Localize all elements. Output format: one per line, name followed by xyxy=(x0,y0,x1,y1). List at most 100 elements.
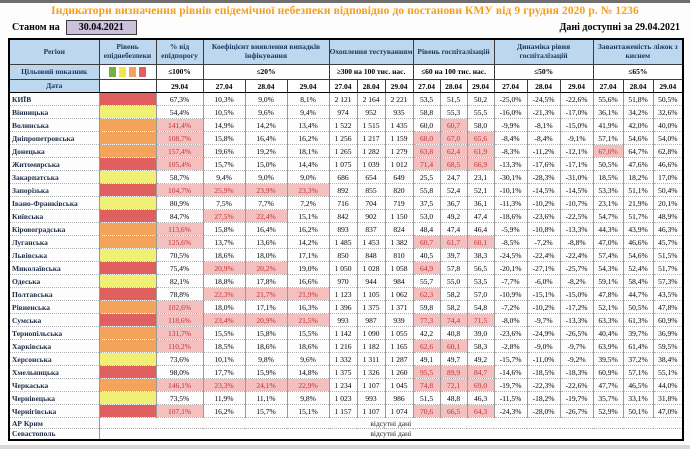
beds-cell: 41,9% xyxy=(592,118,624,132)
hosp-cell: 54,8 xyxy=(466,300,495,314)
beds-cell: 47,0% xyxy=(592,235,624,249)
hosp-cell: 52,1 xyxy=(466,183,495,197)
beds-cell: 54,3% xyxy=(592,261,624,275)
coef-cell: 13,6% xyxy=(244,235,288,249)
beds-cell: 59,1% xyxy=(592,274,624,288)
date-cell-coef-28.04: 28.04 xyxy=(244,79,288,93)
beds-cell: 32,6% xyxy=(652,105,684,119)
hosp-cell: 60,7 xyxy=(439,118,468,132)
beds-cell: 54,0% xyxy=(652,131,684,145)
beds-cell: 63,9% xyxy=(592,339,624,353)
test-cell: 993 xyxy=(328,313,358,327)
coef-cell: 14,8% xyxy=(286,365,330,379)
beds-cell: 61,3% xyxy=(622,313,654,327)
hosp-cell: 49,2 xyxy=(439,209,468,223)
hosp-cell: 58,3 xyxy=(466,339,495,353)
hosp-cell: 55,8 xyxy=(412,183,441,197)
dyn-cell: -22,6% xyxy=(559,378,594,392)
region-name-cell: Херсонська xyxy=(8,352,100,366)
test-cell: 1 485 xyxy=(328,235,358,249)
level-cell xyxy=(98,131,157,145)
beds-cell: 54,7% xyxy=(592,209,624,223)
region-name-cell: Харківська xyxy=(8,339,100,353)
dyn-cell: -14,5% xyxy=(526,183,561,197)
column-header-coef: Коефіцієнт виявлення випадків інфікуванн… xyxy=(202,38,330,65)
coef-cell: 18,6% xyxy=(202,248,246,262)
dyn-cell: -8,4% xyxy=(526,131,561,145)
dyn-cell: -19,7% xyxy=(493,378,528,392)
beds-cell: 21,9% xyxy=(622,196,654,210)
dyn-cell: -27,1% xyxy=(526,261,561,275)
beds-cell: 18,5% xyxy=(592,170,624,184)
hosp-cell: 58,0 xyxy=(466,118,495,132)
coef-cell: 24,1% xyxy=(244,378,288,392)
table-row: Житомирська 105,4% 15,7% 15,0% 14,4% 1 075 1 0… xyxy=(8,157,684,171)
hosp-cell: 60,0 xyxy=(412,118,441,132)
coef-cell: 20,9% xyxy=(202,261,246,275)
hosp-cell: 68,5 xyxy=(439,157,468,171)
coef-cell: 16,4% xyxy=(244,131,288,145)
test-cell: 1 260 xyxy=(384,365,414,379)
test-cell: 824 xyxy=(384,222,414,236)
hosp-cell: 47,4 xyxy=(466,209,495,223)
column-header-test: Охоплення тестуванням xyxy=(328,38,414,65)
table-row: Черкаська 146,1% 23,3% 24,1% 22,9% 1 234 1 107… xyxy=(8,378,684,392)
no-data-cell: відсутні дані xyxy=(98,417,684,429)
level-cell xyxy=(98,326,157,340)
beds-cell: 46,5% xyxy=(622,378,654,392)
coef-cell: 16,3% xyxy=(286,300,330,314)
target-value-test: ≥300 на 100 тис. нас. xyxy=(328,64,414,80)
coef-cell: 14,9% xyxy=(202,118,246,132)
hosp-cell: 39,0 xyxy=(466,326,495,340)
hosp-cell: 57,0 xyxy=(466,287,495,301)
beds-cell: 50,5% xyxy=(592,157,624,171)
region-name-cell: Черкаська xyxy=(8,378,100,392)
hosp-cell: 69,0 xyxy=(466,378,495,392)
hosp-cell: 52,4 xyxy=(439,183,468,197)
level-cell xyxy=(98,339,157,353)
table-row: Закарпатська 58,7% 9,4% 9,0% 9,0% 686 654 649 25… xyxy=(8,170,684,184)
test-cell: 1 045 xyxy=(384,378,414,392)
hosp-cell: 63,8 xyxy=(412,144,441,158)
date-cell-hosp-27.04: 27.04 xyxy=(412,79,441,93)
table-row: Волинська 141,4% 14,9% 14,2% 13,4% 1 522 1 515… xyxy=(8,118,684,132)
beds-cell: 60,9% xyxy=(652,313,684,327)
dyn-cell: -28,3% xyxy=(526,170,561,184)
beds-cell: 20,1% xyxy=(652,196,684,210)
date-cell-dyn-29.04: 29.04 xyxy=(559,79,594,93)
date-cell-test-28.04: 28.04 xyxy=(356,79,386,93)
region-name-cell: Сумська xyxy=(8,313,100,327)
table-row: Київська 84,7% 27,5% 22,4% 15,1% 842 902 1 150 5… xyxy=(8,209,684,223)
beds-cell: 42,0% xyxy=(622,118,654,132)
test-cell: 1 435 xyxy=(384,118,414,132)
pct-cell: 107,1% xyxy=(155,404,204,418)
dyn-cell: -7,7% xyxy=(493,274,528,288)
dyn-cell: -7,2% xyxy=(493,300,528,314)
coef-cell: 15,8% xyxy=(202,222,246,236)
hosp-cell: 42,2 xyxy=(412,326,441,340)
dyn-cell: -10,1% xyxy=(493,183,528,197)
beds-cell: 18,2% xyxy=(622,170,654,184)
beds-cell: 44,3% xyxy=(592,222,624,236)
coef-cell: 10,3% xyxy=(202,92,246,106)
pct-cell: 98,0% xyxy=(155,365,204,379)
coef-cell: 18,8% xyxy=(202,274,246,288)
table-row: Хмельницька 98,0% 17,7% 15,9% 14,8% 1 375 1 32… xyxy=(8,365,684,379)
coef-cell: 17,1% xyxy=(244,300,288,314)
hosp-cell: 36,7 xyxy=(439,196,468,210)
hosp-cell: 40,5 xyxy=(412,248,441,262)
test-cell: 1 234 xyxy=(328,378,358,392)
coef-cell: 16,2% xyxy=(202,404,246,418)
coef-cell: 15,8% xyxy=(244,326,288,340)
hosp-cell: 71,4 xyxy=(412,157,441,171)
dyn-cell: -25,7% xyxy=(559,261,594,275)
level-cell xyxy=(98,235,157,249)
test-cell: 1 074 xyxy=(384,404,414,418)
table-row: Севастополь відсутні дані xyxy=(8,428,684,440)
no-data-cell: відсутні дані xyxy=(98,428,684,440)
beds-cell: 17,0% xyxy=(652,170,684,184)
indicators-table: Регіон Рівень епіднебезпеки% від епідпоро… xyxy=(8,38,685,441)
beds-cell: 63,3% xyxy=(592,313,624,327)
hosp-cell: 72,1 xyxy=(439,378,468,392)
